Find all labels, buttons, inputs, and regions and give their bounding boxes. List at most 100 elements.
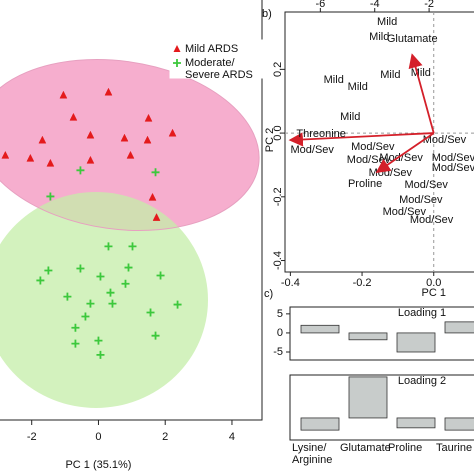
loading-arrow — [408, 53, 435, 134]
legend-box — [169, 39, 265, 79]
point — [76, 264, 85, 273]
panel-title: Loading 1 — [398, 307, 446, 319]
point — [106, 288, 115, 297]
score-label: Mod/Sev — [379, 152, 423, 164]
score-label: Mod/Sev — [383, 206, 427, 218]
point — [126, 150, 135, 159]
x2-tick-label: -2 — [424, 0, 434, 10]
legend-marker — [173, 59, 181, 67]
point — [76, 166, 85, 175]
point — [152, 213, 161, 221]
ellipse — [0, 192, 208, 408]
y-tick-label: 0.2 — [272, 62, 284, 77]
point — [81, 312, 90, 321]
bar — [300, 417, 340, 431]
score-label: Mild — [377, 16, 397, 28]
panel-label: b) — [262, 8, 272, 20]
point — [46, 192, 55, 201]
bar — [396, 332, 436, 353]
point — [86, 155, 95, 164]
point — [26, 153, 35, 162]
x-tick-label: 4 — [229, 431, 235, 443]
score-label: Mod/Sev — [410, 214, 454, 226]
point — [146, 308, 155, 317]
x-axis-label: PC 1 (35.1%) — [65, 459, 131, 471]
score-label: Mod/Sev — [432, 162, 474, 174]
point — [151, 331, 160, 340]
point — [46, 158, 55, 167]
point — [44, 266, 53, 275]
y-tick-label: 5 — [277, 308, 283, 320]
score-label: Mod/Sev — [291, 144, 335, 156]
point — [71, 339, 80, 348]
x-tick-label: Glutamate — [340, 442, 391, 454]
bar — [444, 417, 474, 431]
y-tick-label: -0.4 — [272, 251, 284, 270]
score-label: Mild — [411, 67, 431, 79]
x-tick-label: -0.2 — [353, 277, 372, 289]
loading-arrow — [375, 132, 435, 173]
point — [173, 300, 182, 309]
point — [144, 113, 153, 122]
x-tick-label: Proline — [388, 442, 423, 454]
point — [104, 242, 113, 251]
bar — [348, 376, 388, 419]
score-label: Mild — [369, 31, 389, 43]
point — [108, 299, 117, 308]
score-label: Mod/Sev — [351, 141, 395, 153]
score-label: Mild — [324, 74, 344, 86]
legend-label: Mild ARDS — [185, 43, 239, 55]
score-label: Mod/Sev — [423, 134, 467, 146]
point — [120, 133, 129, 142]
point — [59, 90, 68, 99]
loading-label: Glutamate — [387, 33, 438, 45]
x-tick-label: 2 — [162, 431, 168, 443]
ellipse — [0, 59, 260, 231]
point — [168, 128, 177, 137]
bar — [348, 332, 388, 341]
point — [121, 279, 130, 288]
point — [38, 135, 47, 144]
point — [71, 323, 80, 332]
y-axis-label: PC 2 — [264, 128, 276, 152]
panel-title: Loading 2 — [398, 375, 446, 387]
y-tick-label: 0 — [277, 327, 283, 339]
bar — [396, 417, 436, 429]
loading-arrow — [288, 132, 434, 147]
point — [94, 336, 103, 345]
point — [96, 272, 105, 281]
point — [86, 130, 95, 139]
frame — [0, 0, 263, 421]
score-label: Mod/Sev — [399, 194, 443, 206]
point — [36, 276, 45, 285]
score-label: Mod/Sev — [432, 152, 474, 164]
legend-marker — [173, 45, 181, 52]
panel-label: c) — [264, 288, 273, 300]
x2-tick-label: -4 — [370, 0, 380, 10]
score-label: Mild — [380, 69, 400, 81]
y-tick-label: -5 — [273, 346, 283, 358]
ellipse — [0, 59, 260, 231]
x-tick-label: Lysine/ Arginine — [292, 442, 333, 466]
x-tick-label: -2 — [27, 431, 37, 443]
point — [63, 292, 72, 301]
point — [151, 168, 160, 177]
point — [69, 112, 78, 121]
y-tick-label: 0.0 — [272, 125, 284, 140]
bar — [444, 321, 474, 334]
point — [96, 350, 105, 359]
point — [124, 263, 133, 272]
point — [104, 87, 113, 96]
x-tick-label: 0 — [95, 431, 101, 443]
x-tick-label: 0.0 — [426, 277, 441, 289]
loading-label: Threonine — [296, 128, 346, 140]
score-label: Mod/Sev — [404, 179, 448, 191]
score-label: Mild — [348, 81, 368, 93]
point — [1, 150, 10, 159]
score-label: Mild — [340, 111, 360, 123]
point — [86, 299, 95, 308]
y-tick-label: -0.2 — [272, 187, 284, 206]
x-axis-label: PC 1 — [421, 287, 445, 299]
